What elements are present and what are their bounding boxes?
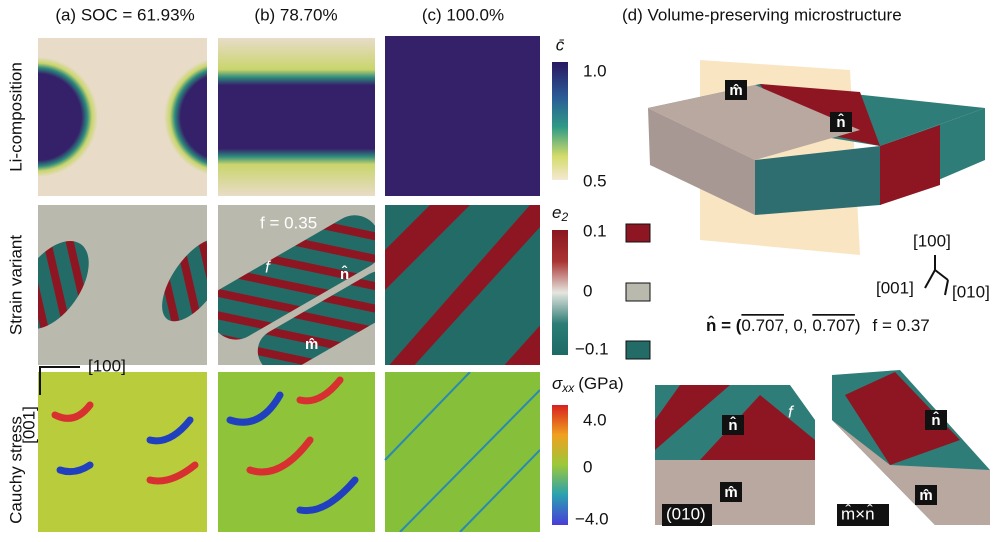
axis-label: [010]	[952, 282, 990, 301]
annotation: m̂	[305, 336, 318, 353]
panel	[38, 372, 540, 532]
column-header: (c) 100.0%	[422, 5, 504, 24]
colorbar-title: σxx (GPa)	[552, 374, 624, 395]
swatch	[625, 282, 651, 302]
colorbar-tick: 0.5	[583, 171, 607, 190]
colorbar	[552, 62, 568, 180]
colorbar-tick: −4.0	[575, 509, 609, 528]
axis-arrow	[39, 366, 80, 395]
colorbar-tick: 0	[583, 281, 592, 300]
colorbar-tick: 1.0	[583, 61, 607, 80]
label: m̂	[919, 487, 932, 504]
colorbar-tick: 0.1	[583, 221, 607, 240]
colorbar	[552, 230, 568, 355]
annotation: n̂	[340, 264, 349, 283]
panel	[38, 205, 207, 365]
column-header: (b) 78.70%	[254, 5, 337, 24]
row-label: Li-composition	[6, 62, 25, 172]
label: m̂	[724, 484, 737, 501]
label: (010)	[666, 504, 706, 523]
colorbar	[552, 405, 568, 525]
panel	[385, 205, 540, 365]
label: n̂	[931, 410, 940, 429]
colorbar-tick: 4.0	[583, 410, 607, 429]
column-header: (a) SOC = 61.93%	[55, 5, 194, 24]
view-010	[655, 385, 815, 525]
annotation: f	[265, 257, 272, 276]
equation: n̂ = (0.707, 0, 0.707) f = 0.37	[706, 315, 930, 335]
colorbar-title: c̄	[556, 35, 565, 54]
panel	[218, 38, 375, 196]
axis-triad	[924, 255, 949, 296]
annotation: f = 0.35	[260, 213, 317, 232]
panel	[218, 205, 375, 365]
swatch	[625, 340, 651, 360]
row-label: Strain variant	[6, 235, 25, 335]
colorbar-tick: 0	[583, 457, 592, 476]
panel	[38, 38, 207, 196]
axis-label: [100]	[913, 231, 951, 250]
axis-label: [001]	[876, 278, 914, 297]
label: m̂	[729, 82, 742, 99]
label: m̂×n̂	[841, 504, 875, 524]
row-label: Cauchy stress	[6, 416, 25, 524]
panel-title: (d) Volume-preserving microstructure	[622, 5, 902, 24]
colorbar-tick: −0.1	[575, 339, 609, 358]
colorbar-title: e2	[552, 203, 568, 224]
panel	[385, 36, 540, 196]
label: n̂	[728, 415, 737, 434]
swatch	[625, 223, 651, 243]
label: f	[788, 402, 795, 421]
label: n̂	[836, 112, 845, 131]
block-3d	[648, 60, 985, 255]
view-mxn	[832, 370, 990, 525]
annotation: [001]	[19, 406, 38, 444]
annotation: [100]	[88, 356, 126, 375]
